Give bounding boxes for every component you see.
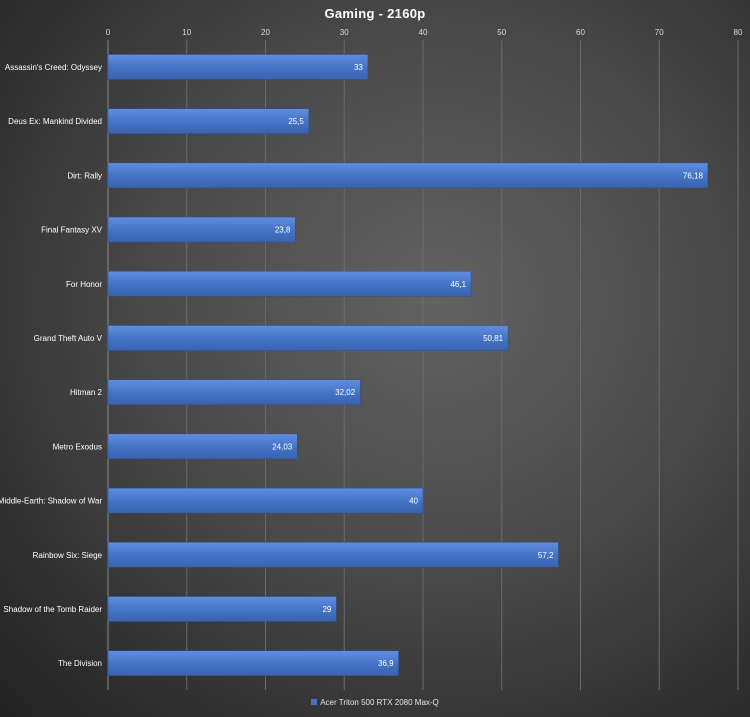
legend-swatch bbox=[311, 699, 318, 705]
category-label: The Division bbox=[58, 659, 102, 668]
bar bbox=[107, 650, 399, 676]
category-label: Deus Ex: Mankind Divided bbox=[8, 117, 102, 126]
data-label: 46,1 bbox=[450, 280, 466, 289]
data-label: 57,2 bbox=[538, 551, 554, 560]
bar bbox=[107, 596, 337, 622]
bar bbox=[107, 162, 709, 189]
bar bbox=[107, 487, 424, 514]
category-label: Final Fantasy XV bbox=[41, 226, 103, 235]
x-tick-label: 0 bbox=[106, 28, 111, 37]
data-label: 33 bbox=[354, 63, 363, 72]
bar bbox=[107, 542, 559, 568]
data-label: 24,03 bbox=[272, 442, 293, 451]
data-label: 36,9 bbox=[378, 659, 394, 668]
chart-title: Gaming - 2160p bbox=[324, 6, 426, 21]
data-labels: 33 25,5 76,18 23,8 46,1 50,81 32,02 24,03 40 57,2… bbox=[272, 63, 703, 668]
bar bbox=[107, 325, 509, 351]
x-tick-label: 70 bbox=[655, 28, 664, 37]
data-label: 32,02 bbox=[335, 388, 356, 397]
data-label: 25,5 bbox=[288, 117, 304, 126]
category-label: Grand Theft Auto V bbox=[34, 334, 103, 343]
x-axis-ticks: 0 10 20 30 40 50 60 70 80 bbox=[106, 28, 743, 37]
category-label: Rainbow Six: Siege bbox=[33, 551, 103, 560]
bars bbox=[107, 54, 709, 676]
category-label: Assassin's Creed: Odyssey bbox=[5, 63, 102, 72]
category-label: For Honor bbox=[66, 280, 102, 289]
data-label: 29 bbox=[322, 605, 331, 614]
bar bbox=[107, 379, 361, 405]
legend-label: Acer Triton 500 RTX 2080 Max-Q bbox=[320, 698, 439, 707]
bar bbox=[107, 433, 298, 460]
data-label: 23,8 bbox=[275, 226, 291, 235]
x-tick-label: 40 bbox=[419, 28, 428, 37]
category-label: Hitman 2 bbox=[70, 388, 103, 397]
x-tick-label: 20 bbox=[261, 28, 270, 37]
category-label: Dirt: Rally bbox=[67, 171, 102, 180]
x-tick-label: 60 bbox=[576, 28, 585, 37]
bar bbox=[107, 216, 296, 243]
legend: Acer Triton 500 RTX 2080 Max-Q bbox=[0, 698, 750, 708]
x-tick-label: 30 bbox=[340, 28, 349, 37]
bar bbox=[107, 54, 369, 80]
x-tick-label: 80 bbox=[734, 28, 743, 37]
category-label: Middle-Earth: Shadow of War bbox=[0, 497, 102, 506]
gridlines bbox=[107, 40, 739, 690]
x-tick-label: 10 bbox=[182, 28, 191, 37]
bar bbox=[107, 271, 472, 297]
y-axis-categories: Assassin's Creed: Odyssey Deus Ex: Mankin… bbox=[0, 63, 103, 668]
data-label: 76,18 bbox=[683, 171, 704, 180]
data-label: 40 bbox=[409, 497, 418, 506]
data-label: 50,81 bbox=[483, 334, 504, 343]
x-tick-label: 50 bbox=[497, 28, 506, 37]
bar bbox=[107, 108, 310, 134]
category-label: Metro Exodus bbox=[53, 442, 102, 451]
category-label: Shadow of the Tomb Raider bbox=[3, 605, 102, 614]
